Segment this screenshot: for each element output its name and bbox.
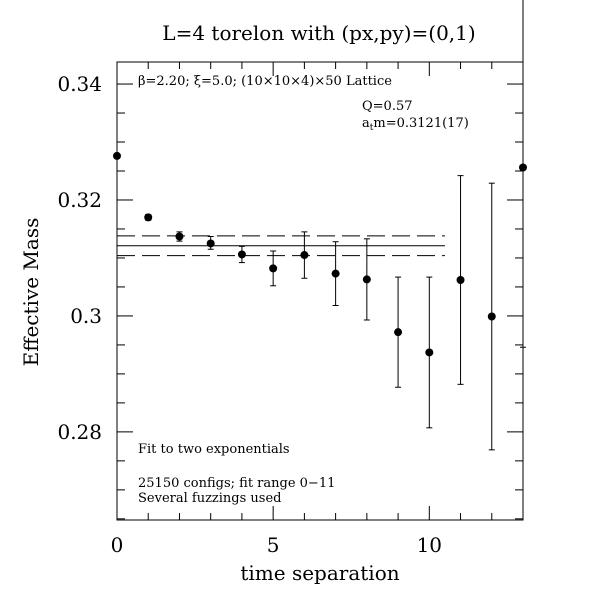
data-points [113, 0, 527, 451]
configs-annotation: 25150 configs; fit range 0−11 [138, 476, 335, 491]
data-point [300, 251, 309, 260]
data-point [362, 275, 371, 284]
data-point [331, 269, 340, 278]
data-point [425, 348, 434, 357]
lattice-annotation: β=2.20; ξ=5.0; (10×10×4)×50 Lattice [138, 74, 392, 89]
data-point [144, 213, 153, 222]
data-point [269, 264, 278, 273]
fit-method-annotation: Fit to two exponentials [138, 442, 290, 457]
data-point [456, 275, 465, 284]
x-tick-label: 10 [417, 533, 442, 557]
mass-subscript: t [370, 123, 374, 133]
y-tick-label: 0.3 [70, 304, 102, 328]
fit-lines [117, 235, 445, 257]
data-point [519, 163, 527, 172]
data-point [487, 312, 496, 321]
data-point [237, 250, 246, 259]
axis-ticks: 0 5 10 0.28 0.3 0.32 0.34 [57, 62, 524, 557]
chart-title: L=4 torelon with (px,py)=(0,1) [162, 21, 475, 45]
q-value-annotation: Q=0.57 [362, 99, 413, 114]
data-point [206, 239, 215, 248]
x-tick-label: 0 [111, 533, 124, 557]
mass-annotation: atm=0.3121(17) [362, 116, 469, 133]
mass-suffix: m=0.3121(17) [373, 116, 468, 131]
data-point [113, 151, 121, 160]
mass-prefix: a [362, 116, 370, 131]
y-tick-label: 0.28 [57, 420, 102, 444]
x-axis-title: time separation [240, 561, 399, 585]
y-axis-title: Effective Mass [19, 218, 43, 367]
y-tick-label: 0.34 [57, 72, 102, 96]
x-tick-label: 5 [267, 533, 280, 557]
y-tick-label: 0.32 [57, 188, 102, 212]
data-point [394, 328, 403, 337]
data-point [175, 232, 184, 241]
fuzzing-annotation: Several fuzzings used [138, 491, 282, 506]
